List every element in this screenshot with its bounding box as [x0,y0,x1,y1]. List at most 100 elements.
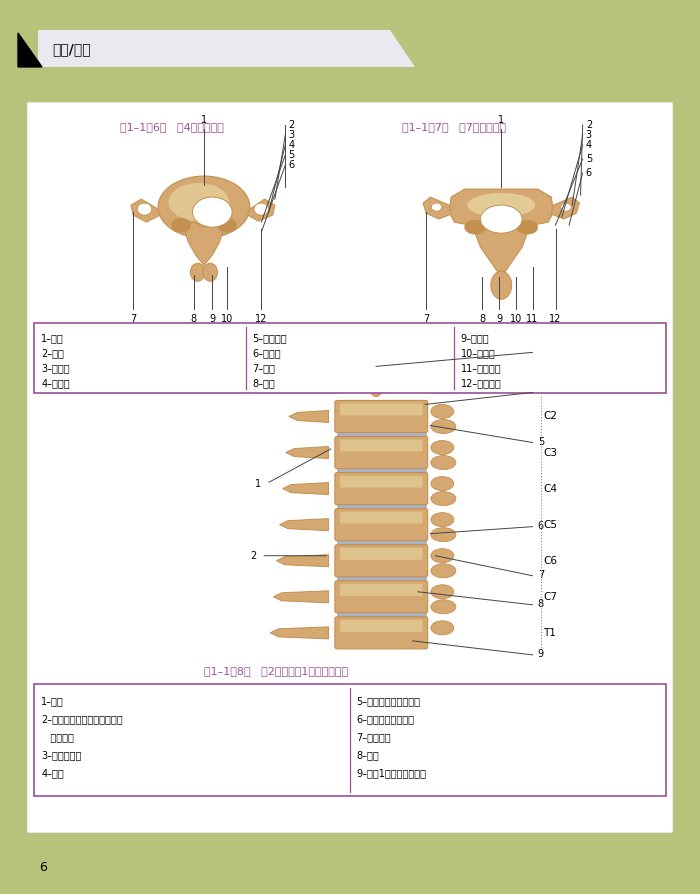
Text: 2: 2 [288,120,295,130]
Ellipse shape [169,183,229,221]
Text: 8: 8 [538,599,544,609]
Text: 2–关节突和关节间部分组成的: 2–关节突和关节间部分组成的 [41,714,122,724]
Text: 10: 10 [510,315,522,325]
Polygon shape [449,189,554,225]
Text: 3: 3 [586,130,592,140]
Ellipse shape [190,263,205,282]
Polygon shape [423,197,452,219]
Text: 1: 1 [201,115,207,125]
FancyBboxPatch shape [340,476,423,487]
Text: 1–椎体: 1–椎体 [41,333,64,343]
Text: 6: 6 [538,520,544,531]
Text: 3–横突的前突: 3–横突的前突 [41,750,82,760]
Text: C4: C4 [543,484,557,493]
Text: 9: 9 [496,315,502,325]
Text: 2: 2 [586,120,592,130]
Ellipse shape [517,220,538,234]
Polygon shape [183,222,225,266]
Text: 图1–1（8）   笥2颈椎～第1胸椎右侧面观: 图1–1（8） 笥2颈椎～第1胸椎右侧面观 [204,666,348,676]
Text: 7–椎孔: 7–椎孔 [252,363,275,374]
Text: 1: 1 [498,115,504,125]
Text: 1: 1 [256,478,261,489]
Ellipse shape [158,176,250,238]
FancyBboxPatch shape [340,511,423,524]
Text: 9–与第1助骨连结的助凹: 9–与第1助骨连结的助凹 [356,768,426,778]
FancyBboxPatch shape [340,620,423,632]
Text: 2: 2 [250,551,256,561]
Ellipse shape [431,441,454,454]
Text: 6: 6 [586,168,592,178]
Text: 7: 7 [130,315,136,325]
Polygon shape [279,519,328,531]
FancyBboxPatch shape [340,440,423,451]
Ellipse shape [468,193,536,217]
Text: T1: T1 [543,628,556,637]
FancyBboxPatch shape [337,611,426,619]
Text: 4–前结节: 4–前结节 [41,378,70,388]
Ellipse shape [431,549,454,562]
FancyBboxPatch shape [335,544,428,577]
Polygon shape [286,446,328,459]
Text: 12–上关节面: 12–上关节面 [461,378,501,388]
Text: 8: 8 [480,315,486,325]
Text: 4: 4 [538,386,544,396]
Text: 10–椎弓根: 10–椎弓根 [461,349,496,358]
Ellipse shape [218,218,237,232]
Circle shape [372,362,380,370]
Text: 图1–1（6）   笥4颈椎上面观: 图1–1（6） 笥4颈椎上面观 [120,122,225,132]
Ellipse shape [465,220,486,234]
FancyBboxPatch shape [335,581,428,612]
Text: 8–椎体: 8–椎体 [356,750,379,760]
Text: 5: 5 [586,154,592,164]
Polygon shape [289,410,328,423]
Polygon shape [18,33,42,67]
Ellipse shape [431,585,454,599]
Text: C6: C6 [543,556,557,566]
Text: 9–椎弓板: 9–椎弓板 [461,333,489,343]
Text: 11–下关节突: 11–下关节突 [461,363,501,374]
Ellipse shape [561,203,571,211]
Text: 6: 6 [39,861,47,873]
Ellipse shape [431,512,454,527]
Text: 3: 3 [538,341,544,350]
Ellipse shape [431,564,456,578]
FancyBboxPatch shape [34,684,666,797]
FancyBboxPatch shape [337,539,426,547]
Ellipse shape [431,492,456,506]
Ellipse shape [431,203,442,211]
Text: 8–棘突: 8–棘突 [252,378,274,388]
Polygon shape [276,554,328,567]
FancyBboxPatch shape [340,403,423,416]
Text: 6: 6 [288,160,295,170]
Ellipse shape [491,271,512,299]
Text: 5–脊神经通过的椎间孔: 5–脊神经通过的椎间孔 [356,696,420,706]
Ellipse shape [193,197,232,227]
Ellipse shape [431,600,456,614]
Polygon shape [552,197,580,219]
Ellipse shape [203,263,218,282]
Text: 4: 4 [288,140,295,150]
FancyBboxPatch shape [337,467,426,475]
Text: 4–颈曲: 4–颈曲 [41,768,64,778]
Text: 頸部/骨学: 頸部/骨学 [52,42,90,56]
Text: C7: C7 [543,592,557,602]
Ellipse shape [431,477,454,491]
Polygon shape [248,199,275,221]
Text: 图1–1（7）   笥7颈椎上面观: 图1–1（7） 笥7颈椎上面观 [402,122,506,132]
Ellipse shape [431,419,456,434]
Text: 12: 12 [255,315,267,325]
Text: 6–后结节: 6–后结节 [252,349,281,358]
Polygon shape [270,627,328,639]
Text: 10: 10 [220,315,233,325]
Text: 5: 5 [538,436,544,446]
Ellipse shape [480,205,522,233]
Text: 11: 11 [526,315,539,325]
Text: C3: C3 [543,448,557,458]
Polygon shape [38,30,415,67]
Ellipse shape [431,527,456,542]
Ellipse shape [368,365,384,396]
Ellipse shape [431,456,456,469]
Text: 7: 7 [538,569,544,579]
Ellipse shape [137,203,152,215]
FancyBboxPatch shape [335,473,428,504]
